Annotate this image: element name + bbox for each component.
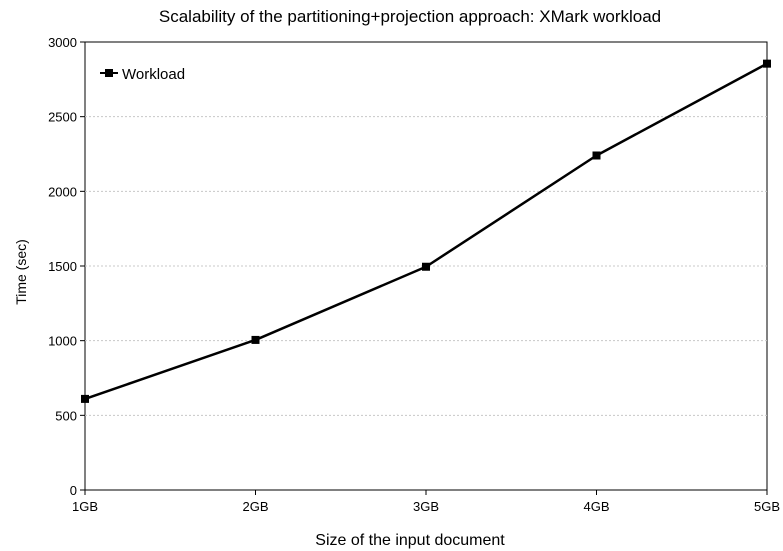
y-tick-label: 1000: [48, 334, 77, 349]
y-tick-label: 2500: [48, 110, 77, 125]
x-axis: 1GB 2GB 3GB 4GB 5GB: [72, 490, 780, 514]
x-tick-label: 1GB: [72, 499, 98, 514]
gridlines: [85, 116, 767, 416]
y-axis: 0 500 1000 1500 2000 2500 3000: [48, 35, 85, 498]
x-tick-label: 2GB: [242, 499, 268, 514]
data-point: [251, 335, 260, 344]
legend-label-workload: Workload: [122, 66, 185, 83]
legend-marker: [105, 69, 113, 77]
y-tick-label: 3000: [48, 35, 77, 50]
x-axis-label: Size of the input document: [315, 532, 505, 549]
x-tick-label: 5GB: [754, 499, 780, 514]
x-tick-label: 3GB: [413, 499, 439, 514]
legend: Workload: [100, 66, 185, 83]
chart-title: Scalability of the partitioning+projecti…: [159, 7, 661, 26]
series-layer: [81, 59, 771, 403]
data-point: [592, 151, 601, 160]
data-point: [763, 59, 771, 68]
y-axis-label: Time (sec): [13, 239, 29, 305]
y-tick-label: 0: [70, 483, 77, 498]
data-point: [81, 394, 89, 403]
y-tick-label: 500: [55, 408, 77, 423]
x-tick-label: 4GB: [583, 499, 609, 514]
y-tick-label: 1500: [48, 259, 77, 274]
y-tick-label: 2000: [48, 184, 77, 199]
data-point: [422, 262, 430, 271]
